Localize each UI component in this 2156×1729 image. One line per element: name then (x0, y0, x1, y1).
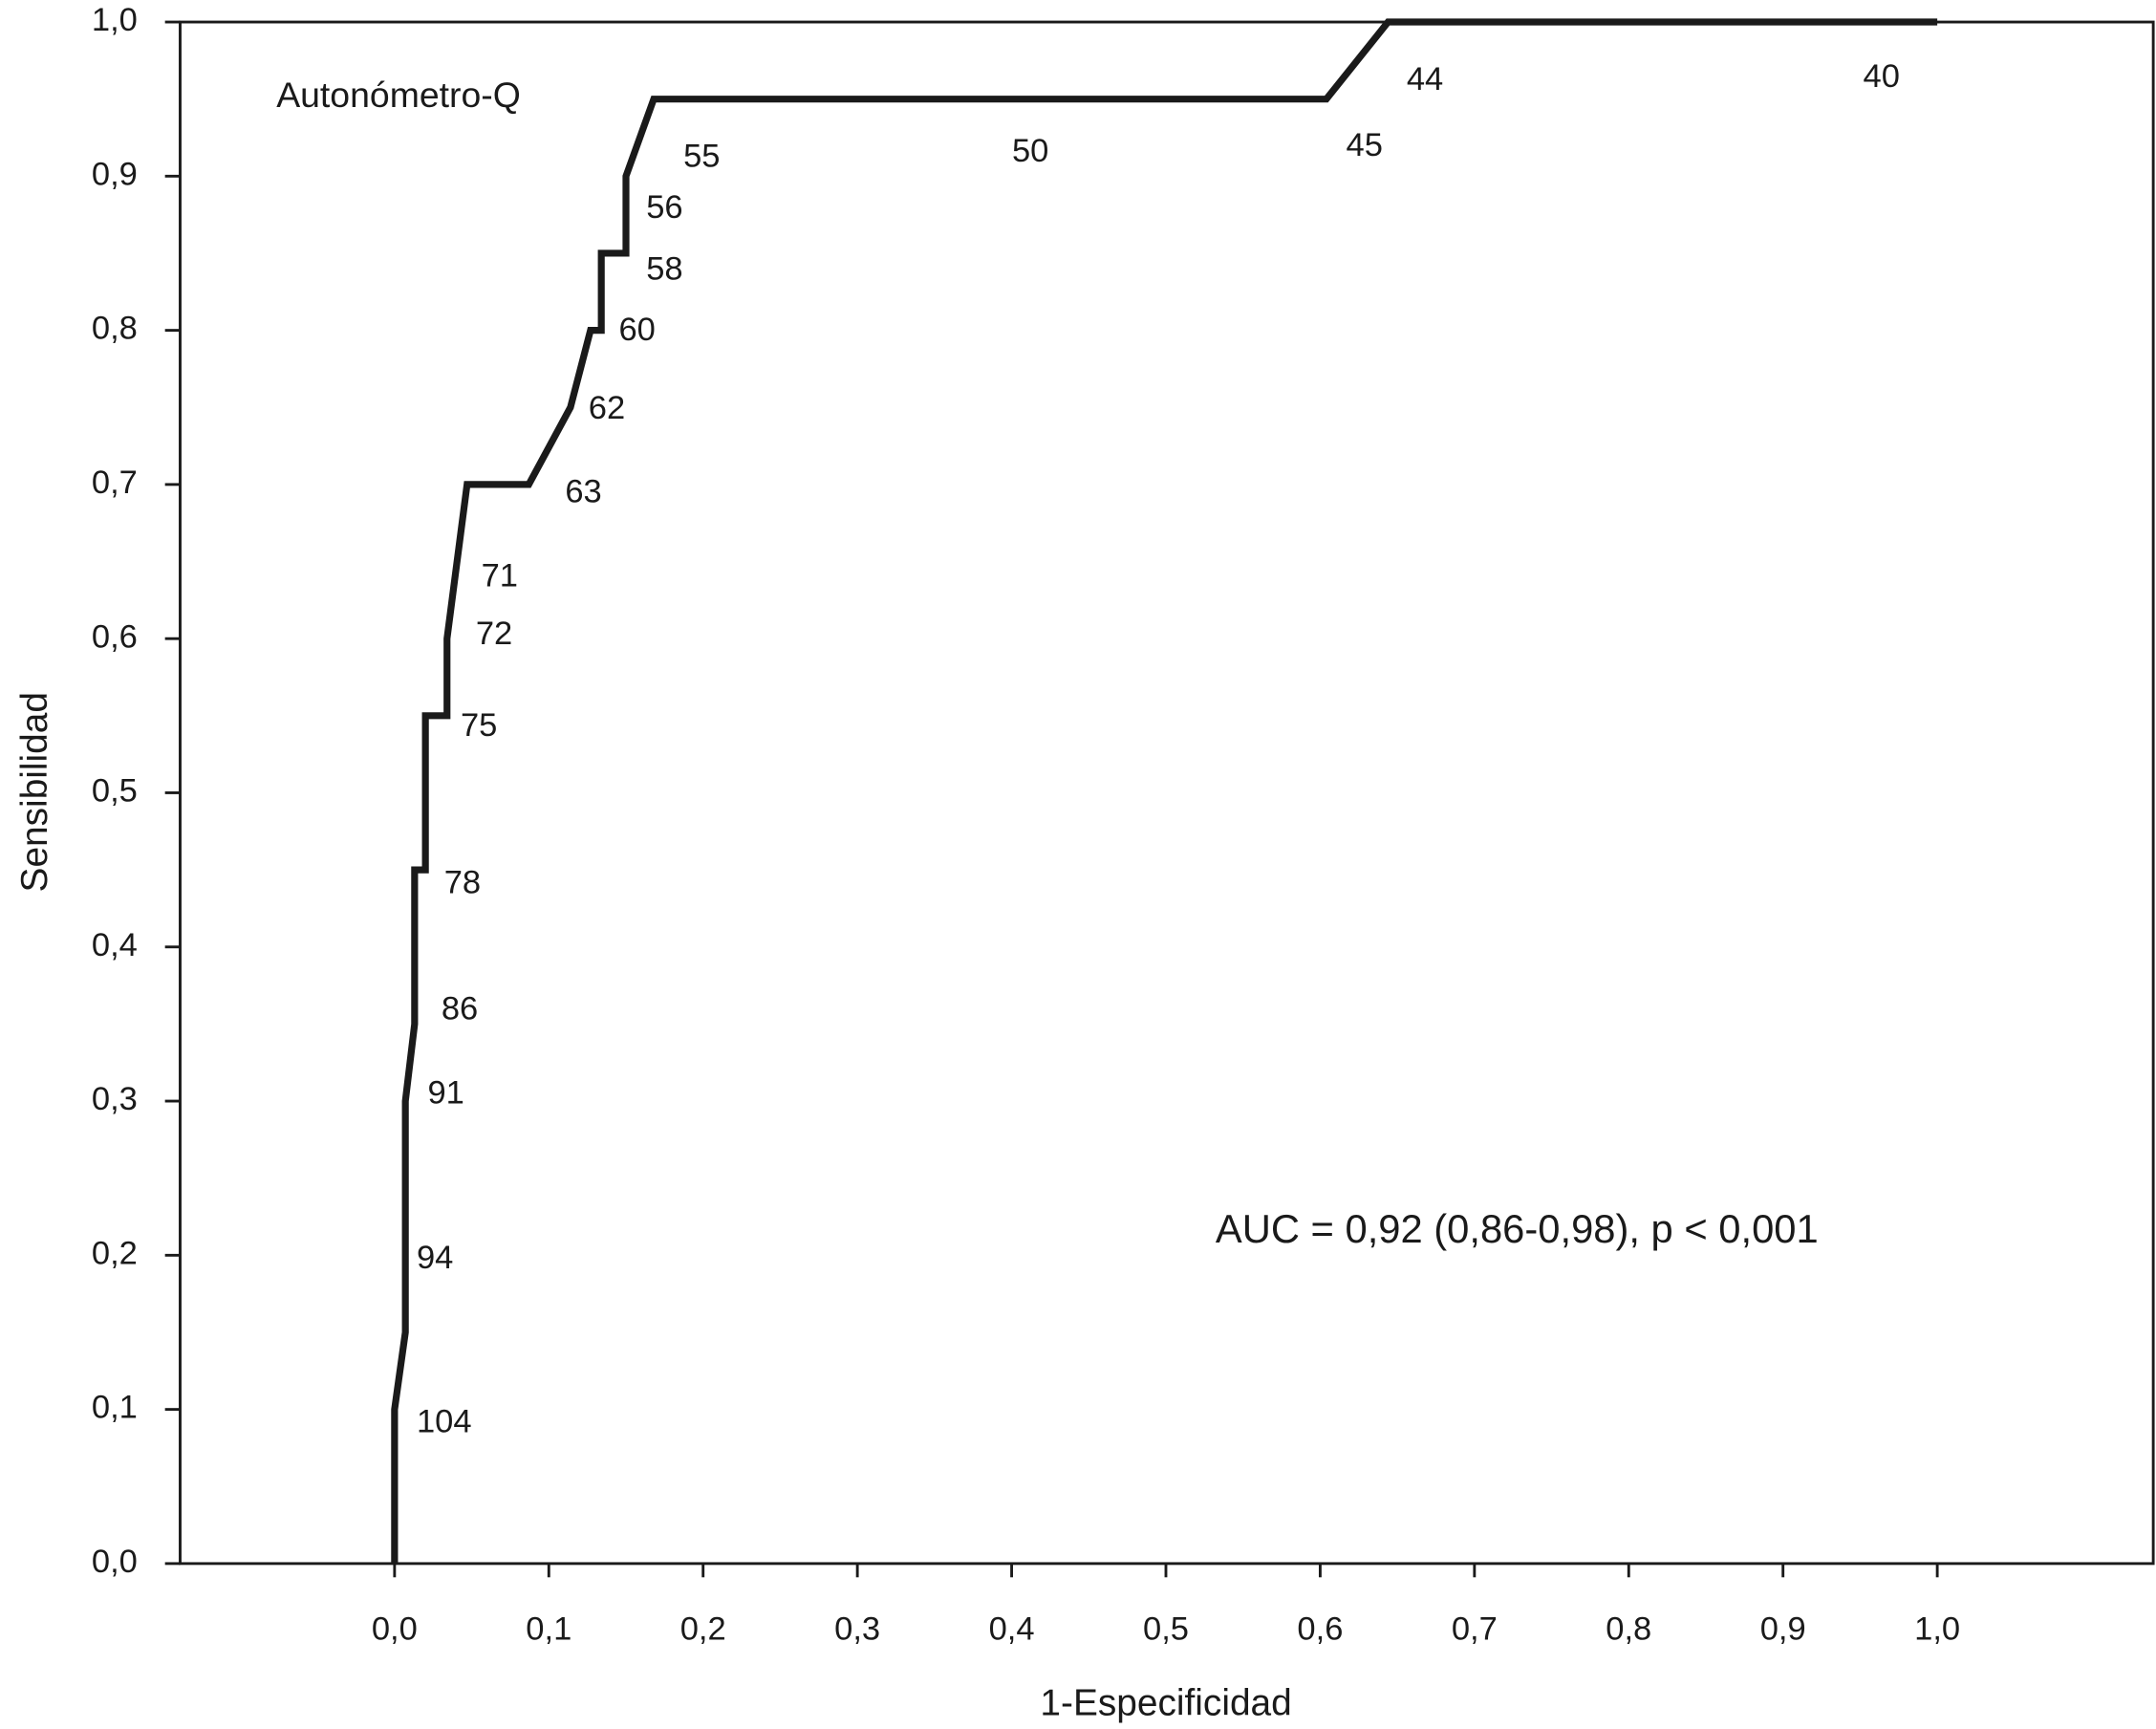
threshold-label: 71 (482, 557, 518, 594)
y-tick-label: 1,0 (92, 2, 138, 38)
y-tick-label: 0,8 (92, 311, 138, 347)
threshold-label: 75 (461, 707, 497, 744)
threshold-label: 78 (444, 864, 481, 900)
y-tick-label: 0,9 (92, 156, 138, 192)
threshold-label: 86 (442, 991, 478, 1027)
y-tick-label: 0,0 (92, 1544, 138, 1580)
threshold-label: 44 (1407, 61, 1443, 97)
y-tick-label: 0,2 (92, 1235, 138, 1271)
y-tick-label: 0,5 (92, 773, 138, 810)
threshold-label: 94 (417, 1240, 453, 1276)
threshold-label: 91 (427, 1074, 464, 1111)
threshold-label: 56 (646, 189, 682, 226)
x-axis-title: 1-Especificidad (1040, 1682, 1291, 1723)
x-tick-label: 0,3 (834, 1611, 880, 1648)
x-tick-label: 0,1 (526, 1611, 571, 1648)
x-tick-label: 1,0 (1914, 1611, 1960, 1648)
threshold-label: 58 (646, 251, 682, 288)
series-label: Autonómetro-Q (276, 75, 521, 115)
x-tick-label: 0,9 (1760, 1611, 1806, 1648)
y-tick-label: 0,3 (92, 1081, 138, 1117)
y-tick-label: 0,4 (92, 927, 138, 963)
x-tick-label: 0,2 (680, 1611, 726, 1648)
auc-annotation: AUC = 0,92 (0,86-0,98), p < 0,001 (1216, 1206, 1819, 1251)
threshold-label: 50 (1012, 133, 1048, 169)
y-tick-label: 0,7 (92, 465, 138, 501)
threshold-label: 63 (565, 474, 601, 510)
x-tick-label: 0,8 (1606, 1611, 1651, 1648)
threshold-label: 62 (589, 390, 625, 426)
threshold-label: 55 (683, 139, 720, 175)
y-tick-label: 0,1 (92, 1390, 138, 1426)
threshold-label: 40 (1864, 58, 1900, 95)
x-tick-label: 0,4 (989, 1611, 1035, 1648)
y-tick-label: 0,6 (92, 618, 138, 655)
threshold-label: 45 (1347, 127, 1383, 163)
threshold-label: 104 (417, 1403, 472, 1439)
threshold-label: 60 (618, 312, 655, 348)
x-tick-label: 0,6 (1297, 1611, 1343, 1648)
x-tick-label: 0,0 (372, 1611, 418, 1648)
y-axis-title: Sensibilidad (14, 692, 55, 892)
roc-line (391, 18, 1938, 1564)
threshold-label: 72 (476, 616, 512, 652)
x-tick-label: 0,5 (1143, 1611, 1189, 1648)
x-tick-label: 0,7 (1452, 1611, 1498, 1648)
plot-frame (179, 20, 2155, 1566)
